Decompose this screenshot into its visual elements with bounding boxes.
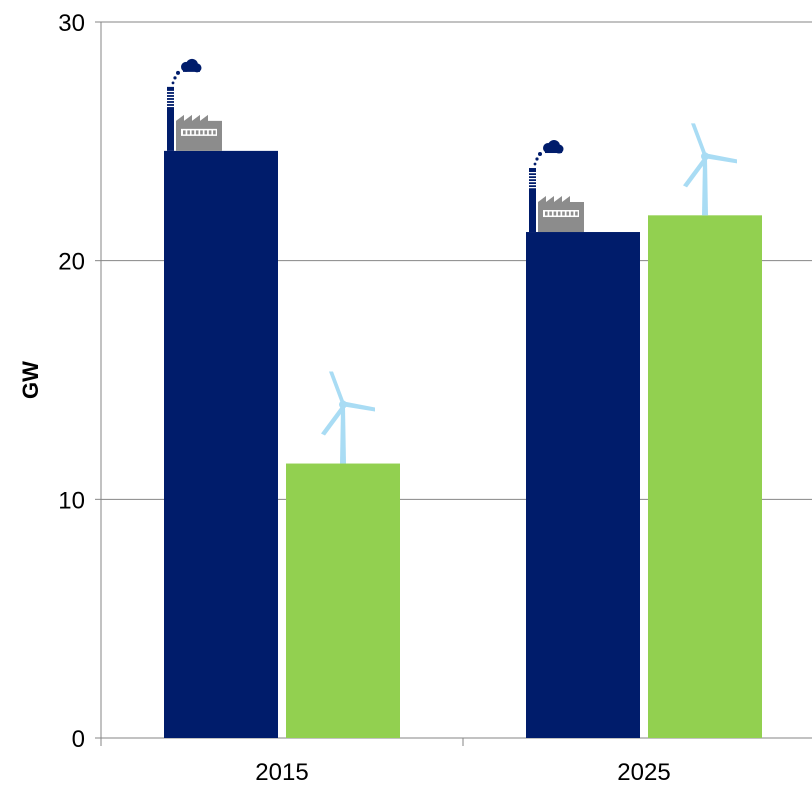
x-tick-label: 2025	[617, 759, 670, 786]
y-tick-label: 0	[72, 726, 85, 753]
bars	[164, 150, 762, 738]
y-axis-title: GW	[18, 361, 43, 399]
factory-smokestack-icon	[166, 58, 222, 151]
bar-icons	[166, 58, 737, 464]
x-tick-label: 2015	[255, 759, 308, 786]
factory-smokestack-icon	[528, 140, 584, 233]
bar-2025-series-2	[648, 215, 762, 738]
wind-turbine-icon	[321, 371, 375, 464]
tick-labels: 0 10 20 30 2015 2025	[58, 10, 670, 786]
y-tick-label: 20	[58, 249, 85, 276]
wind-turbine-icon	[683, 123, 737, 216]
bar-2025-series-1	[526, 232, 640, 738]
bar-2015-series-1	[164, 150, 278, 738]
bar-2015-series-2	[286, 463, 400, 738]
y-tick-label: 30	[58, 10, 85, 37]
y-tick-label: 10	[58, 487, 85, 514]
